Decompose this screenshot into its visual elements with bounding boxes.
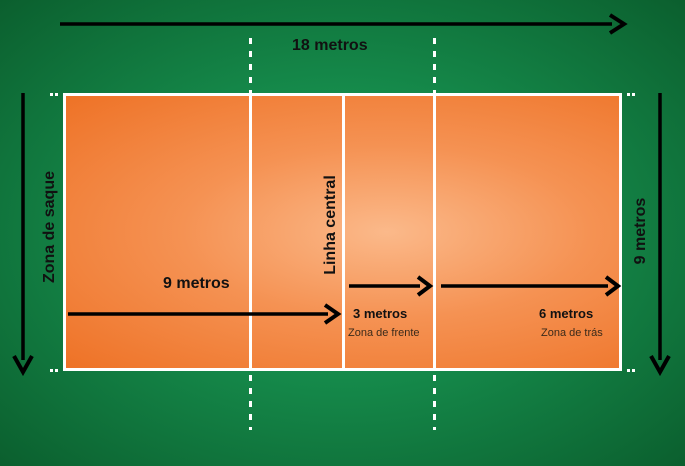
length-arrow bbox=[60, 13, 628, 35]
front-zone-arrow bbox=[349, 275, 434, 297]
back-zone-measure: 6 metros bbox=[539, 306, 594, 321]
back-zone-name: Zona de trás bbox=[541, 327, 603, 339]
half-court-label: 9 metros bbox=[163, 275, 230, 292]
back-zone-arrow bbox=[441, 275, 622, 297]
corner-dash bbox=[50, 93, 58, 96]
corner-dash bbox=[627, 369, 635, 372]
center-line-label: Linha central bbox=[322, 175, 339, 275]
service-zone-label: Zona de saque bbox=[41, 170, 58, 284]
corner-dash bbox=[50, 369, 58, 372]
attack-line-right-extension-top bbox=[433, 38, 436, 93]
corner-dash bbox=[627, 93, 635, 96]
length-label: 18 metros bbox=[292, 37, 368, 54]
attack-line-right-extension-bottom bbox=[433, 375, 436, 430]
half-court-arrow bbox=[68, 303, 342, 325]
attack-line-left-extension-top bbox=[249, 38, 252, 93]
front-zone-measure: 3 metros bbox=[353, 306, 408, 321]
service-zone-arrow bbox=[12, 93, 34, 377]
width-label: 9 metros bbox=[632, 197, 649, 265]
attack-line-left-extension-bottom bbox=[249, 375, 252, 430]
attack-line-left bbox=[249, 93, 252, 371]
attack-line-right bbox=[433, 93, 436, 371]
center-line bbox=[342, 93, 345, 371]
front-zone-name: Zona de frente bbox=[348, 327, 420, 339]
width-arrow bbox=[649, 93, 671, 377]
